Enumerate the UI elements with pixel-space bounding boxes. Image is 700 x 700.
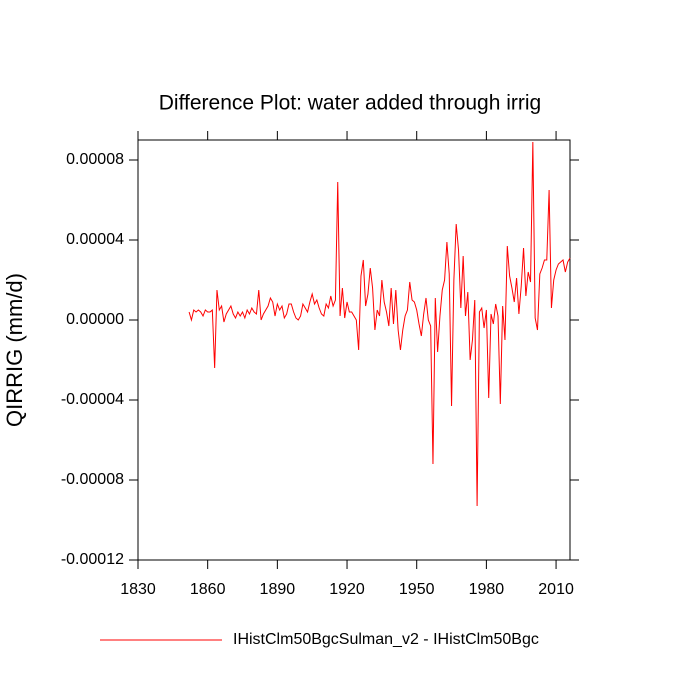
y-tick-label: -0.00012 bbox=[61, 551, 124, 568]
x-tick-label: 1980 bbox=[469, 581, 505, 598]
y-axis-label: QIRRIG (mm/d) bbox=[2, 273, 27, 427]
data-line bbox=[188, 141, 571, 507]
x-tick-label: 1860 bbox=[190, 581, 226, 598]
y-tick-label: -0.00004 bbox=[61, 391, 124, 408]
legend-label: IHistClm50BgcSulman_v2 - IHistClm50Bgc bbox=[233, 631, 539, 648]
y-tick-label: 0.00004 bbox=[66, 231, 124, 248]
x-tick-label: 1950 bbox=[399, 581, 435, 598]
chart-title: Difference Plot: water added through irr… bbox=[159, 92, 542, 115]
x-tick-label: 1830 bbox=[120, 581, 156, 598]
x-tick-label: 1920 bbox=[329, 581, 365, 598]
x-tick-label: 1890 bbox=[260, 581, 296, 598]
y-tick-label: -0.00008 bbox=[61, 471, 124, 488]
y-tick-label: 0.00008 bbox=[66, 151, 124, 168]
x-tick-label: 2010 bbox=[538, 581, 574, 598]
y-tick-label: 0.00000 bbox=[66, 311, 124, 328]
plot-frame bbox=[137, 139, 571, 561]
